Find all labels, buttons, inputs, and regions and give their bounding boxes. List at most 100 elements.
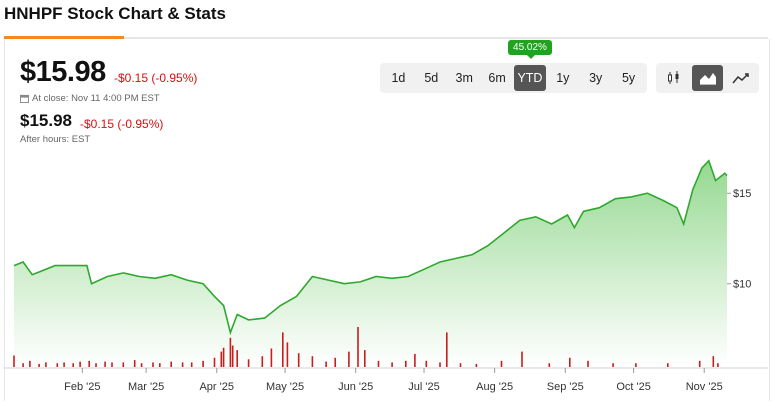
- area-chart-button[interactable]: [691, 65, 724, 91]
- x-tick-label: Jul '25: [408, 381, 439, 393]
- y-tick-label: $15: [733, 188, 751, 200]
- after-hours-price: $15.98: [20, 111, 72, 130]
- candlestick-chart-button[interactable]: [658, 65, 690, 91]
- volume-bar: [459, 363, 462, 367]
- volume-bar: [377, 360, 380, 367]
- volume-bar: [712, 356, 715, 367]
- x-tick-label: Feb '25: [64, 381, 100, 393]
- volume-bar: [79, 361, 81, 367]
- volume-bar: [635, 363, 637, 367]
- volume-bar: [405, 360, 407, 367]
- line-chart-icon: [732, 73, 749, 84]
- volume-bar: [88, 360, 90, 367]
- volume-bar: [159, 363, 161, 367]
- after-hours-label: After hours: EST: [20, 134, 91, 145]
- volume-bar: [29, 360, 31, 367]
- volume-bar: [587, 360, 589, 367]
- volume-bar: [104, 361, 106, 367]
- volume-bar: [348, 351, 350, 367]
- header-accent-bar: [4, 36, 124, 39]
- range-selector: 1d 5d 3m 6m YTD 1y 3y 5y: [380, 63, 647, 93]
- volume-bar: [170, 361, 172, 367]
- x-tick-label: Mar '25: [128, 381, 164, 393]
- volume-bar: [202, 360, 204, 367]
- candlestick-chart-icon: [667, 71, 679, 84]
- range-1d-button[interactable]: 1d: [391, 71, 406, 85]
- volume-bar: [282, 332, 284, 367]
- after-hours-change: -$0.15 (-0.95%): [80, 117, 164, 131]
- x-tick-label: Oct '25: [616, 381, 651, 393]
- area-chart-icon: [699, 73, 716, 85]
- volume-bar: [311, 356, 314, 367]
- price-line: [13, 159, 728, 336]
- volume-bar: [500, 360, 503, 367]
- range-5d-button[interactable]: 5d: [424, 71, 439, 85]
- volume-bar: [63, 362, 65, 367]
- volume-bar: [439, 362, 441, 367]
- range-5y-button[interactable]: 5y: [621, 71, 636, 85]
- x-tick-label: Apr '25: [199, 381, 234, 393]
- volume-bar: [56, 363, 59, 367]
- volume-bar: [667, 363, 669, 367]
- volume-bar: [220, 351, 223, 367]
- volume-bar: [286, 342, 289, 367]
- volume-bar: [213, 357, 216, 367]
- close-time: At close: Nov 11 4:00 PM EST: [20, 93, 160, 104]
- volume-bar: [231, 345, 234, 367]
- volume-bar: [45, 362, 47, 367]
- volume-bar: [357, 327, 359, 367]
- volume-bar: [548, 363, 551, 367]
- volume-bar: [325, 361, 327, 367]
- ytd-return-badge: 45.02%: [508, 40, 552, 59]
- volume-bar: [612, 363, 614, 367]
- volume-bar: [247, 359, 250, 367]
- volume-bar: [414, 353, 416, 367]
- volume-bar: [475, 363, 478, 367]
- price-area: [14, 160, 727, 367]
- volume-bar: [95, 363, 97, 367]
- volume-bar: [22, 363, 24, 367]
- x-tick-label: Sep '25: [547, 381, 584, 393]
- current-price: $15.98: [20, 56, 106, 88]
- volume-bar: [569, 357, 571, 367]
- x-tick-label: May '25: [266, 381, 304, 393]
- volume-bar: [425, 360, 428, 367]
- volume-bar: [698, 360, 701, 367]
- volume-bar: [152, 362, 154, 367]
- calendar-icon: [20, 94, 29, 103]
- header-divider: [4, 37, 768, 39]
- volume-bar: [297, 353, 300, 367]
- volume-bar: [190, 362, 193, 367]
- volume-bar: [521, 351, 523, 367]
- range-ytd-button[interactable]: YTD: [513, 65, 547, 91]
- line-chart-button[interactable]: [725, 65, 757, 91]
- range-6m-button[interactable]: 6m: [488, 71, 506, 85]
- range-3y-button[interactable]: 3y: [589, 71, 603, 85]
- x-tick-label: Nov '25: [686, 381, 723, 393]
- range-3m-button[interactable]: 3m: [455, 71, 473, 85]
- chart-type-selector: [656, 63, 759, 93]
- price-change: -$0.15 (-0.95%): [114, 71, 198, 85]
- volume-bar: [222, 347, 225, 367]
- volume-bar: [13, 355, 15, 367]
- volume-bar: [181, 362, 184, 367]
- x-tick-label: Jun '25: [338, 381, 373, 393]
- volume-bar: [364, 350, 366, 367]
- page-title: HNHPF Stock Chart & Stats: [4, 4, 226, 23]
- volume-bar: [122, 362, 125, 367]
- volume-bar: [391, 362, 393, 367]
- volume-bar: [261, 356, 264, 367]
- range-1y-button[interactable]: 1y: [556, 71, 570, 85]
- volume-bar: [133, 360, 136, 367]
- volume-bar: [140, 363, 143, 367]
- volume-bar: [270, 348, 273, 367]
- volume-bar: [717, 363, 719, 367]
- volume-bar: [334, 357, 336, 367]
- x-tick-label: Aug '25: [476, 381, 513, 393]
- volume-bar: [72, 363, 74, 367]
- volume-bar: [446, 332, 448, 367]
- y-tick-label: $10: [733, 279, 751, 291]
- volume-bar: [236, 350, 238, 367]
- chart-card: [4, 39, 770, 401]
